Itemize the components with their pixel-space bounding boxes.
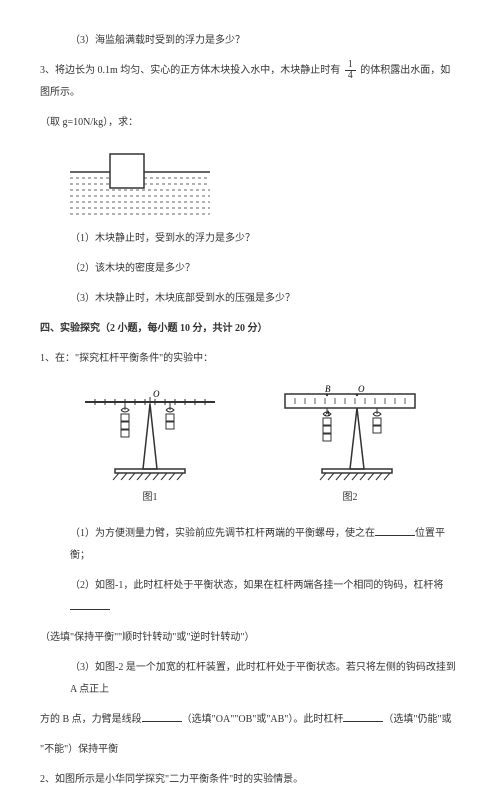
q4-1-3e: "不能"）保持平衡 <box>40 739 460 761</box>
q4-1-2a: （2）如图-1，此时杠杆处于平衡状态，如果在杠杆两端各挂一个相同的钩码，杠杆将 <box>70 580 443 591</box>
blank-4[interactable] <box>343 710 383 722</box>
q4-1-intro: 1、在："探究杠杆平衡条件"的实验中： <box>40 348 460 370</box>
q3-given: （取 g=10N/kg），求： <box>40 112 460 134</box>
q2-3: （3）海监船满载时受到的浮力是多少？ <box>40 30 460 52</box>
blank-1[interactable] <box>375 524 415 536</box>
fig2-caption: 图2 <box>275 487 425 509</box>
fig1-caption: 图1 <box>75 487 225 509</box>
q4-2: 2、如图所示是小华同学探究"二力平衡条件"时的实验情景。 <box>40 769 460 791</box>
q4-1-2b: （选填"保持平衡""顺时针转动"或"逆时针转动"） <box>40 627 460 649</box>
section-4-header: 四、实验探究（2 小题，每小题 10 分，共计 20 分） <box>40 318 460 340</box>
svg-text:O: O <box>358 384 365 394</box>
lever-diagram-1: O 图1 <box>75 384 225 509</box>
q3-3: （3）木块静止时，木块底部受到水的压强是多少？ <box>40 288 460 310</box>
lever-diagrams: O 图1 <box>40 384 460 509</box>
svg-text:O: O <box>153 389 160 399</box>
q4-1-2: （2）如图-1，此时杠杆处于平衡状态，如果在杠杆两端各挂一个相同的钩码，杠杆将 <box>40 575 460 619</box>
q4-1-3: 方的 B 点，力臂是线段 （选填"OA""OB"或"AB"）。此时杠杆 （选填"仍能… <box>40 709 460 731</box>
lever-diagram-2: O B A 图2 <box>275 384 425 509</box>
frac-den: 4 <box>345 71 356 81</box>
water-block-diagram <box>70 146 460 216</box>
q4-1-3b: 方的 B 点，力臂是线段 <box>40 714 142 725</box>
blank-3[interactable] <box>142 710 182 722</box>
q4-1-3a: （3）如图-2 是一个加宽的杠杆装置，此时杠杆处于平衡状态。若只将左侧的钩码改挂… <box>40 657 460 701</box>
q3-1: （1）木块静止时，受到水的浮力是多少？ <box>40 228 460 250</box>
q3-intro-a: 3、将边长为 0.1m 均匀、实心的正方体木块投入水中，木块静止时有 <box>40 65 340 76</box>
fraction: 1 4 <box>345 60 356 81</box>
svg-text:B: B <box>325 384 331 394</box>
blank-2[interactable] <box>70 598 110 610</box>
q4-1-3c: （选填"OA""OB"或"AB"）。此时杠杆 <box>182 714 344 725</box>
svg-text:A: A <box>324 409 330 418</box>
q4-1-1: （1）为方便测量力臂，实验前应先调节杠杆两端的平衡螺母，使之在位置平衡； <box>40 523 460 567</box>
q3-2: （2）该木块的密度是多少？ <box>40 258 460 280</box>
q4-1-3d: （选填"仍能"或 <box>383 714 451 725</box>
q4-1-1a: （1）为方便测量力臂，实验前应先调节杠杆两端的平衡螺母，使之在 <box>70 528 375 539</box>
q3-intro: 3、将边长为 0.1m 均匀、实心的正方体木块投入水中，木块静止时有 1 4 的… <box>40 60 460 104</box>
